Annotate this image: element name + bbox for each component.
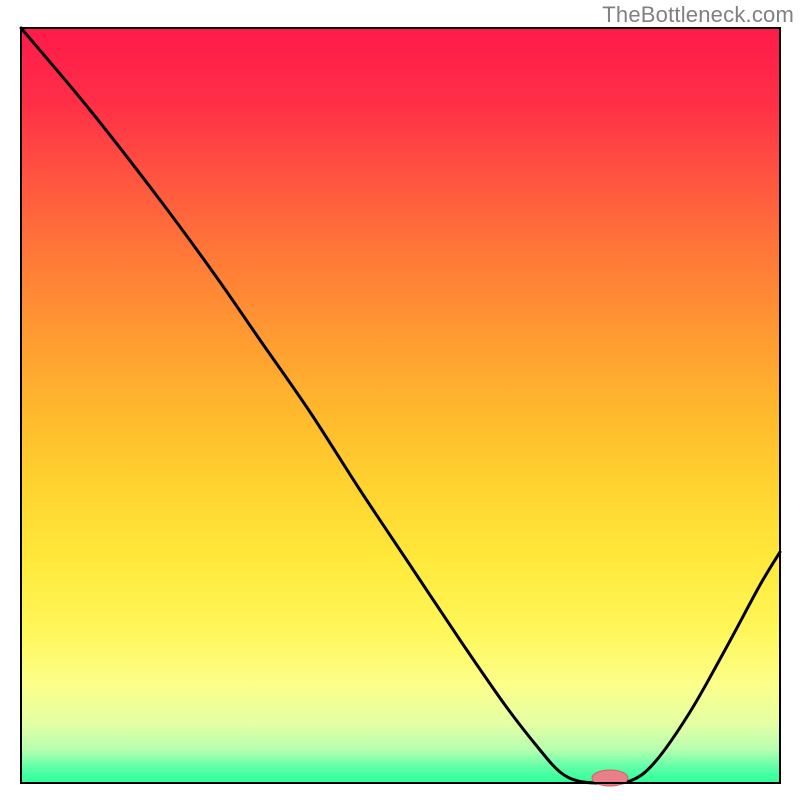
watermark-text: TheBottleneck.com — [602, 2, 794, 28]
chart-container: { "watermark": { "text": "TheBottleneck.… — [0, 0, 800, 800]
bottleneck-chart — [0, 0, 800, 800]
plot-background — [21, 28, 780, 783]
